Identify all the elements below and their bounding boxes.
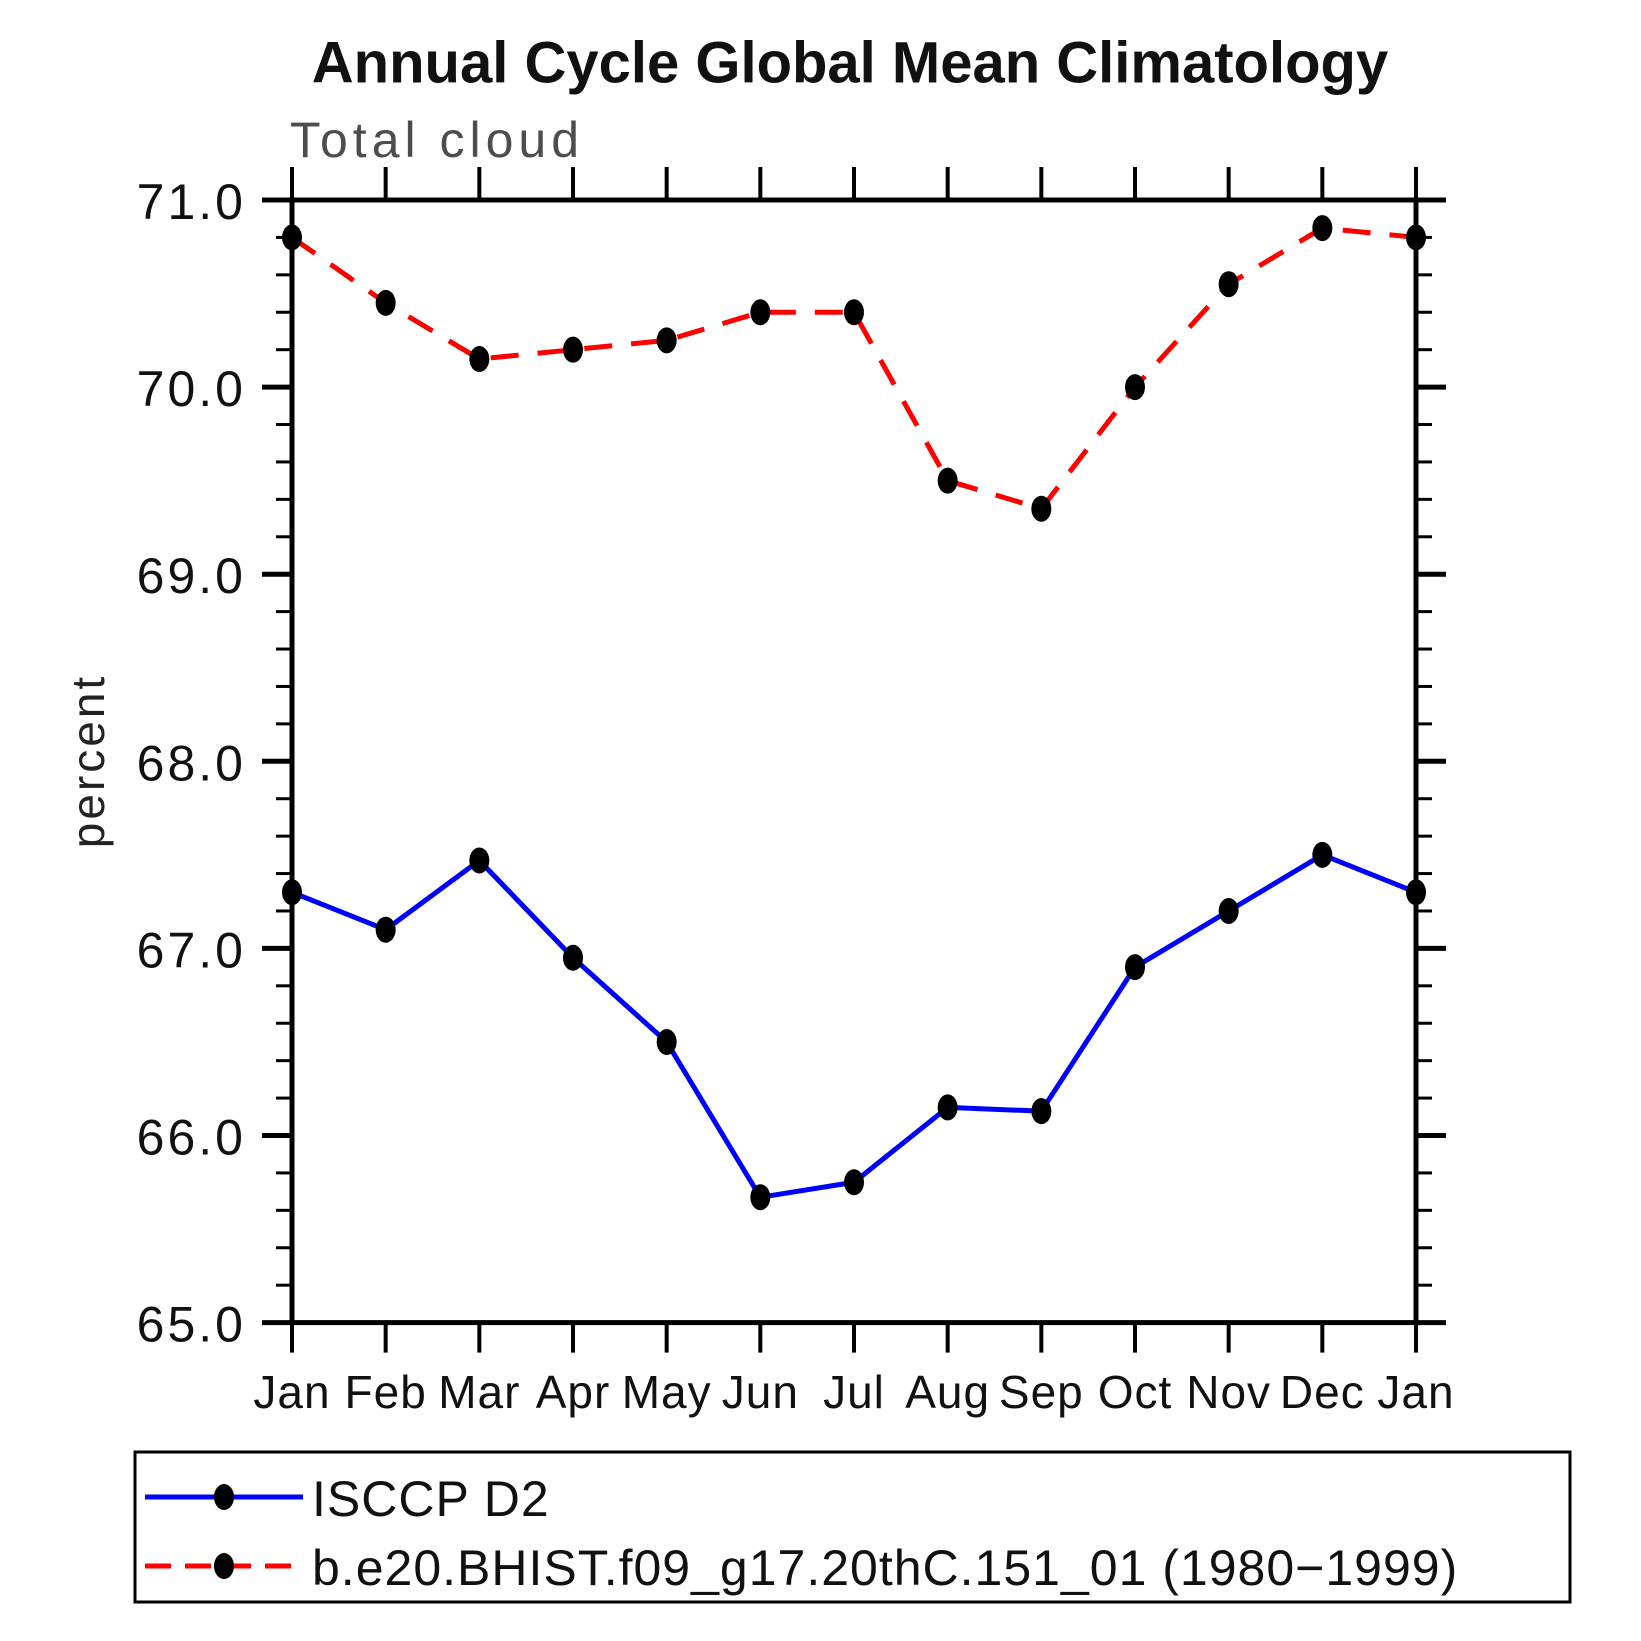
legend-row-isccp: ISCCP D2	[145, 1471, 550, 1527]
data-point-marker	[750, 299, 771, 326]
legend-marker-circle	[214, 1553, 234, 1579]
axis-ticks	[262, 167, 1446, 1353]
data-point-marker	[375, 289, 396, 316]
chart-subtitle: Total cloud	[290, 112, 584, 168]
data-point-marker	[656, 327, 677, 354]
plot-area-border	[289, 197, 1419, 1326]
data-point-marker	[563, 336, 583, 363]
y-axis-tick-label: 71.0	[137, 174, 246, 230]
x-axis-tick-label: Jan	[1377, 1366, 1454, 1418]
y-axis-tick-label: 66.0	[137, 1110, 246, 1166]
series-line-model	[290, 225, 1417, 512]
data-point-marker	[844, 1169, 864, 1196]
data-point-marker	[656, 1028, 677, 1055]
data-point-marker	[1125, 374, 1145, 401]
x-axis-tick-label: Sep	[999, 1366, 1084, 1418]
data-point-marker	[1312, 841, 1333, 868]
legend-marker-circle	[214, 1484, 234, 1510]
x-axis-tick-label: Jun	[722, 1366, 799, 1418]
x-axis-tick-label: Jan	[253, 1366, 330, 1418]
axis-tick-labels: 65.0 66.0 67.0 68.0 69.0 70.0 71.0 Jan Feb Mar Apr…	[137, 174, 1454, 1418]
chart-title: Annual Cycle Global Mean Climatology	[312, 31, 1388, 96]
data-point-marker	[844, 299, 864, 326]
data-point-marker	[750, 1184, 771, 1211]
data-point-marker	[1125, 954, 1145, 981]
legend: ISCCP D2 b.e20.BHIST.f09_g17.20thC.151_0…	[133, 1450, 1572, 1604]
data-point-marker	[563, 944, 583, 971]
y-axis-tick-label: 69.0	[137, 548, 246, 604]
y-axis-tick-label: 67.0	[137, 922, 246, 978]
data-point-marker	[469, 847, 490, 874]
y-axis-tick-label: 65.0	[137, 1297, 246, 1353]
data-point-marker	[937, 467, 958, 494]
x-axis-tick-label: Nov	[1186, 1366, 1271, 1418]
data-point-marker	[1031, 1098, 1052, 1125]
data-point-marker	[937, 1094, 958, 1121]
x-axis-tick-label: Aug	[905, 1366, 990, 1418]
x-axis-tick-label: Oct	[1098, 1366, 1173, 1418]
legend-border	[133, 1450, 1572, 1604]
x-axis-tick-label: Jul	[823, 1366, 885, 1418]
data-point-marker	[1312, 215, 1333, 242]
data-point-marker	[375, 916, 396, 943]
data-point-marker	[469, 346, 490, 373]
x-axis-tick-label: Dec	[1280, 1366, 1365, 1418]
y-axis-tick-label: 68.0	[137, 735, 246, 791]
x-axis-tick-label: May	[622, 1366, 712, 1418]
data-point-marker	[1218, 271, 1239, 298]
y-axis-label: percent	[62, 674, 114, 848]
x-axis-tick-label: Feb	[345, 1366, 427, 1418]
data-point-marker	[1218, 897, 1239, 924]
legend-label-model: b.e20.BHIST.f09_g17.20thC.151_01 (1980−1…	[312, 1540, 1458, 1596]
x-axis-tick-label: Apr	[536, 1366, 611, 1418]
legend-row-model: b.e20.BHIST.f09_g17.20thC.151_01 (1980−1…	[145, 1540, 1458, 1596]
x-axis-tick-label: Mar	[438, 1366, 520, 1418]
legend-label-isccp: ISCCP D2	[312, 1471, 550, 1527]
series-line-isccp	[291, 852, 1417, 1200]
data-point-marker	[1031, 495, 1052, 522]
y-axis-tick-label: 70.0	[137, 361, 246, 417]
data-series	[282, 215, 1426, 1211]
